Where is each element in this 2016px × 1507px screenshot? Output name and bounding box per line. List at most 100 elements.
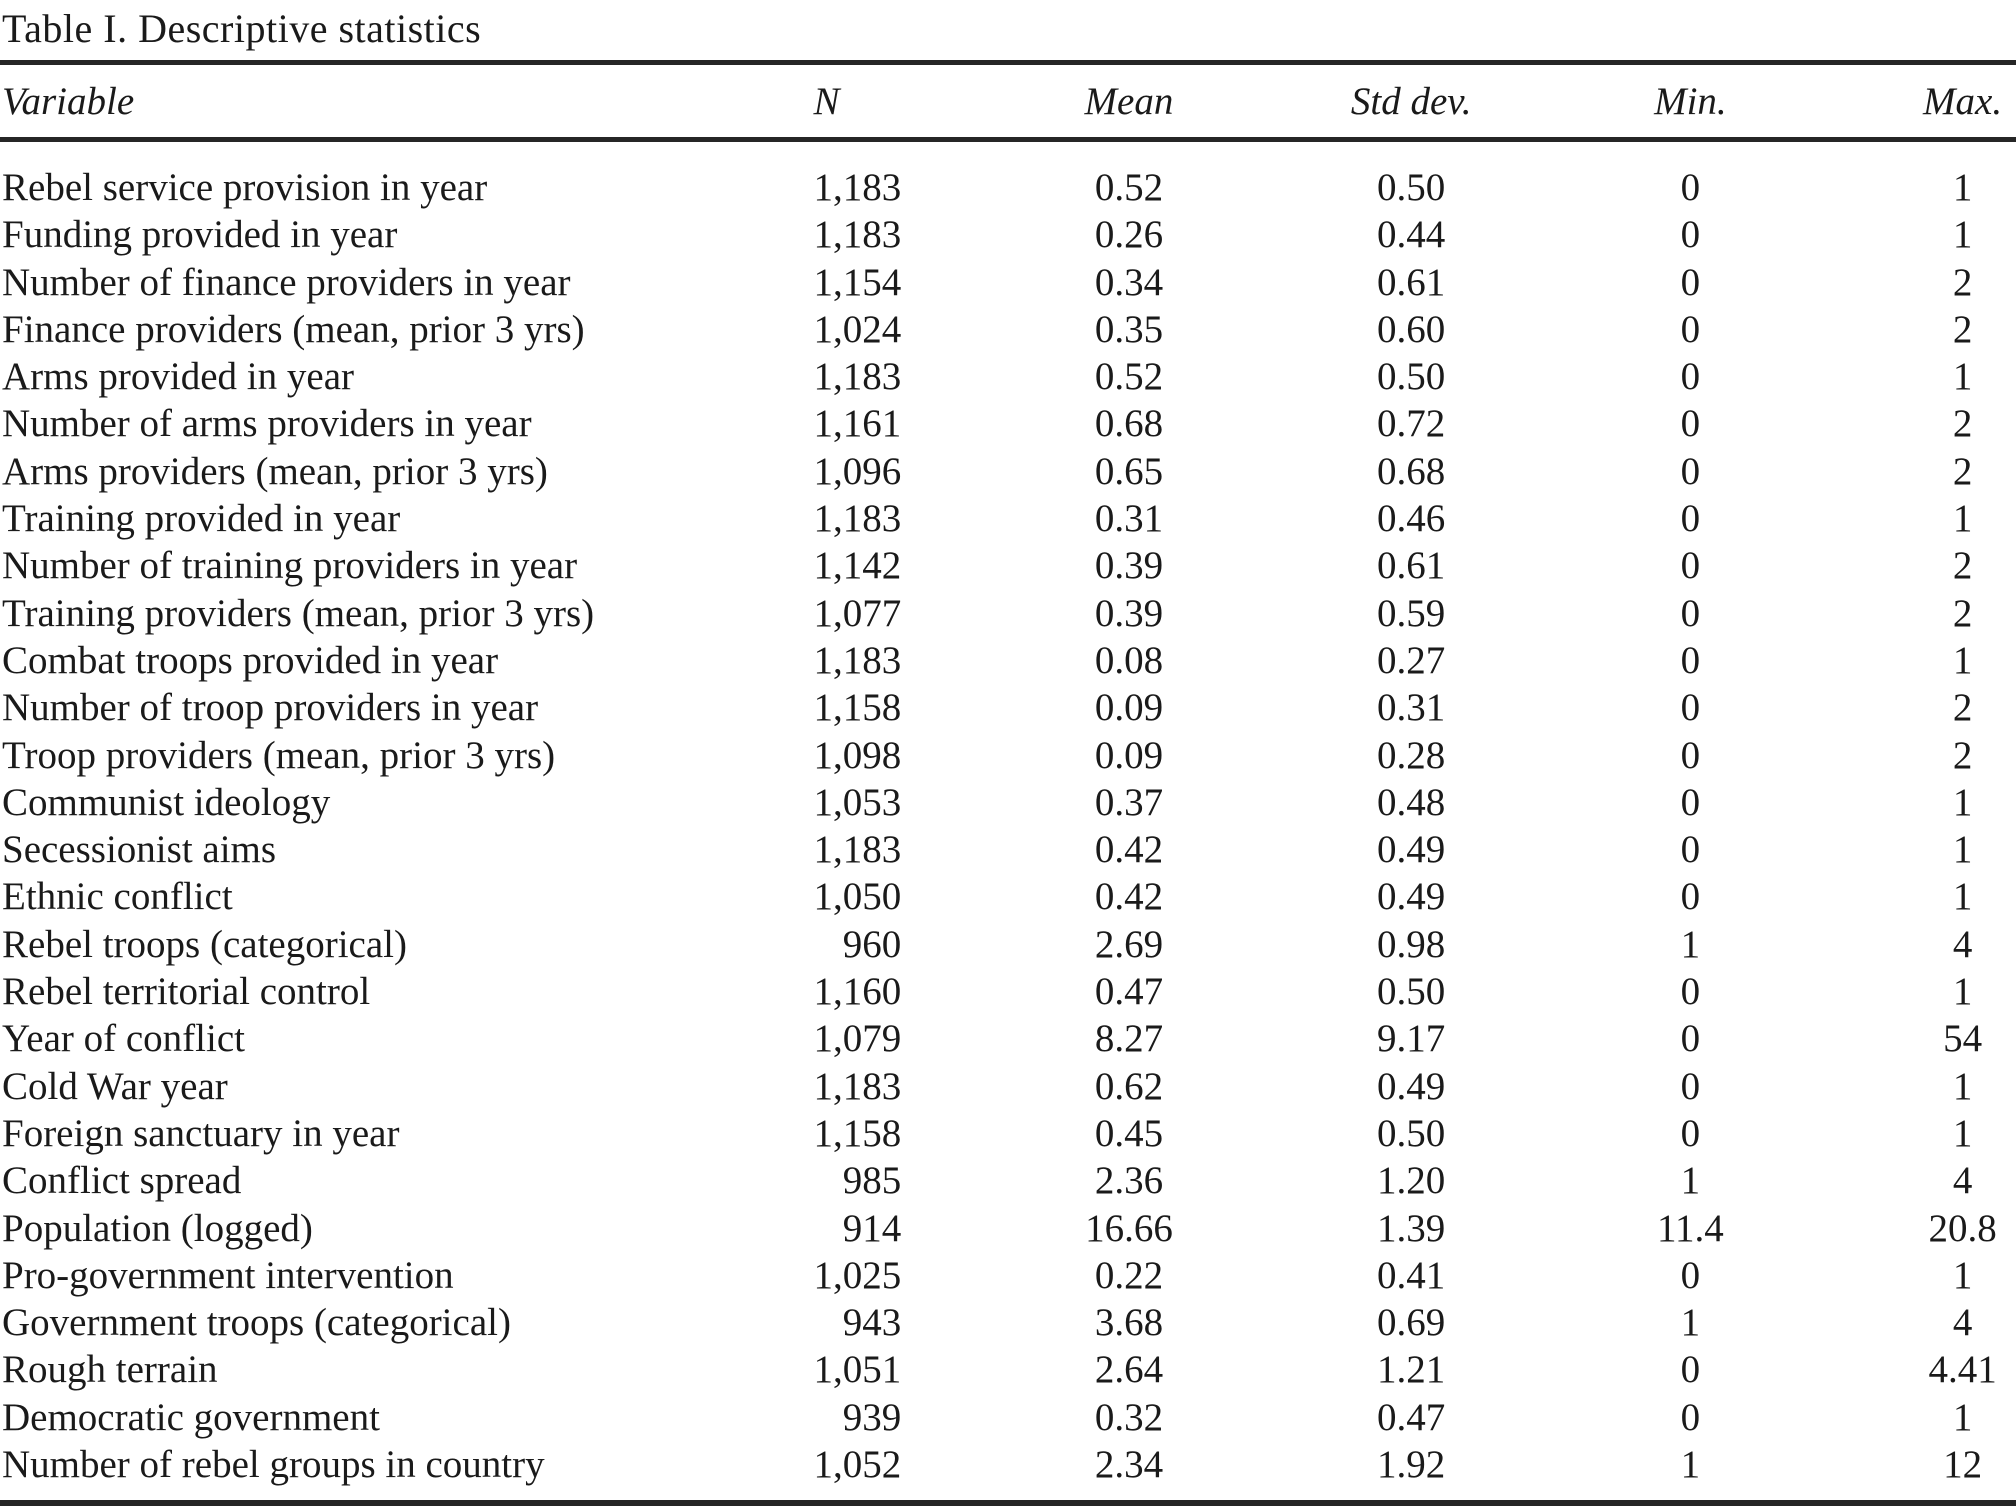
cell-n: 1,154 (813, 260, 902, 304)
cell-std-dev: 0.69 (1377, 1301, 1446, 1345)
cell-std-dev: 0.68 (1377, 449, 1446, 493)
table-row: Arms providers (mean, prior 3 yrs) 1,096 0… (0, 448, 2016, 495)
cell-std-dev: 0.31 (1377, 686, 1446, 730)
cell-n: 985 (842, 1159, 902, 1203)
cell-std-dev: 0.46 (1377, 497, 1446, 541)
cell-min: 0 (1680, 497, 1701, 541)
cell-variable: Arms providers (mean, prior 3 yrs) (2, 449, 548, 493)
cell-min: 1 (1680, 922, 1701, 966)
cell-min: 0 (1680, 970, 1701, 1014)
cell-std-dev: 1.20 (1377, 1159, 1446, 1203)
cell-mean: 2.69 (1094, 922, 1164, 966)
cell-mean: 2.64 (1094, 1348, 1164, 1392)
cell-variable: Funding provided in year (2, 213, 398, 257)
table-row: Rebel service provision in year 1,183 0.52… (0, 140, 2016, 212)
cell-mean: 3.68 (1094, 1301, 1164, 1345)
table-row: Finance providers (mean, prior 3 yrs) 1,0… (0, 306, 2016, 353)
cell-variable: Rough terrain (2, 1348, 218, 1392)
cell-std-dev: 0.44 (1377, 213, 1446, 257)
cell-std-dev: 0.28 (1377, 733, 1446, 777)
cell-max: 2 (1952, 686, 1973, 730)
cell-variable: Number of training providers in year (2, 544, 578, 588)
table-row: Rebel troops (categorical) 960 2.69 0.98 1 4 (0, 921, 2016, 968)
table-row: Number of troop providers in year 1,158 0.… (0, 684, 2016, 731)
cell-min: 0 (1680, 686, 1701, 730)
cell-max: 2 (1952, 260, 1973, 304)
cell-variable: Conflict spread (2, 1159, 242, 1203)
cell-mean: 0.45 (1094, 1111, 1164, 1155)
cell-min: 0 (1680, 307, 1701, 351)
cell-n: 914 (842, 1206, 902, 1250)
table-row: Troop providers (mean, prior 3 yrs) 1,098… (0, 732, 2016, 779)
cell-mean: 0.08 (1094, 638, 1164, 682)
cell-mean: 0.65 (1094, 449, 1164, 493)
cell-max: 1 (1952, 780, 1973, 824)
cell-variable: Arms provided in year (2, 355, 354, 399)
cell-n: 1,183 (813, 166, 902, 209)
cell-max: 54 (1943, 1017, 1983, 1061)
cell-max: 2 (1952, 544, 1973, 588)
cell-std-dev: 0.49 (1377, 828, 1446, 872)
table-row: Conflict spread 985 2.36 1.20 1 4 (0, 1157, 2016, 1204)
cell-max: 1 (1952, 166, 1973, 209)
cell-mean: 0.31 (1094, 497, 1164, 541)
header-row: Variable N Mean Std dev. Min. Max. (0, 62, 2016, 142)
cell-min: 0 (1680, 733, 1701, 777)
cell-max: 20.8 (1928, 1206, 1997, 1250)
cell-mean: 2.34 (1094, 1443, 1164, 1487)
table-row: Cold War year 1,183 0.62 0.49 0 1 (0, 1063, 2016, 1110)
cell-mean: 0.62 (1094, 1064, 1164, 1108)
cell-max: 1 (1952, 970, 1973, 1014)
table-header: Variable N Mean Std dev. Min. Max. (0, 62, 2016, 142)
cell-min: 0 (1680, 828, 1701, 872)
cell-n: 1,183 (813, 355, 902, 399)
cell-max: 1 (1952, 1064, 1973, 1108)
cell-mean: 0.37 (1094, 780, 1164, 824)
cell-mean: 2.36 (1094, 1159, 1164, 1203)
cell-variable: Cold War year (2, 1064, 228, 1108)
cell-min: 0 (1680, 213, 1701, 257)
cell-min: 0 (1680, 591, 1701, 635)
descriptive-statistics-table: Variable N Mean Std dev. Min. Max. Rebel serv… (0, 60, 2016, 1507)
table-row: Number of finance providers in year 1,154… (0, 259, 2016, 306)
cell-n: 1,098 (813, 733, 902, 777)
cell-n: 1,183 (813, 638, 902, 682)
cell-max: 1 (1952, 638, 1973, 682)
table-row: Training providers (mean, prior 3 yrs) 1,… (0, 590, 2016, 637)
cell-n: 939 (842, 1395, 902, 1439)
cell-min: 0 (1680, 355, 1701, 399)
cell-n: 1,050 (813, 875, 902, 919)
cell-mean: 0.39 (1094, 544, 1164, 588)
cell-mean: 0.39 (1094, 591, 1164, 635)
cell-variable: Training provided in year (2, 497, 401, 541)
cell-n: 1,160 (813, 970, 902, 1014)
table-row: Secessionist aims 1,183 0.42 0.49 0 1 (0, 826, 2016, 873)
cell-std-dev: 0.61 (1377, 260, 1446, 304)
cell-min: 1 (1680, 1443, 1701, 1487)
cell-variable: Combat troops provided in year (2, 638, 499, 682)
column-header-std-dev: Std dev. (1350, 62, 1472, 142)
cell-std-dev: 0.50 (1377, 355, 1446, 399)
cell-n: 1,052 (813, 1443, 902, 1487)
cell-variable: Government troops (categorical) (2, 1301, 511, 1345)
cell-min: 0 (1680, 402, 1701, 446)
cell-std-dev: 1.39 (1377, 1206, 1446, 1250)
cell-mean: 16.66 (1085, 1206, 1173, 1250)
cell-min: 0 (1680, 1017, 1701, 1061)
table-row: Year of conflict 1,079 8.27 9.17 0 54 (0, 1015, 2016, 1062)
cell-variable: Number of troop providers in year (2, 686, 539, 730)
cell-std-dev: 0.50 (1377, 166, 1446, 209)
cell-n: 943 (842, 1301, 902, 1345)
cell-min: 1 (1680, 1159, 1701, 1203)
table-row: Government troops (categorical) 943 3.68 0.… (0, 1299, 2016, 1346)
cell-max: 1 (1952, 213, 1973, 257)
cell-std-dev: 0.50 (1377, 1111, 1446, 1155)
cell-mean: 0.52 (1094, 355, 1164, 399)
column-header-mean: Mean (907, 62, 1351, 142)
cell-min: 0 (1680, 1064, 1701, 1108)
table-row: Pro-government intervention 1,025 0.22 0.41… (0, 1252, 2016, 1299)
cell-std-dev: 0.27 (1377, 638, 1446, 682)
cell-variable: Foreign sanctuary in year (2, 1111, 400, 1155)
table-row: Number of training providers in year 1,14… (0, 542, 2016, 589)
